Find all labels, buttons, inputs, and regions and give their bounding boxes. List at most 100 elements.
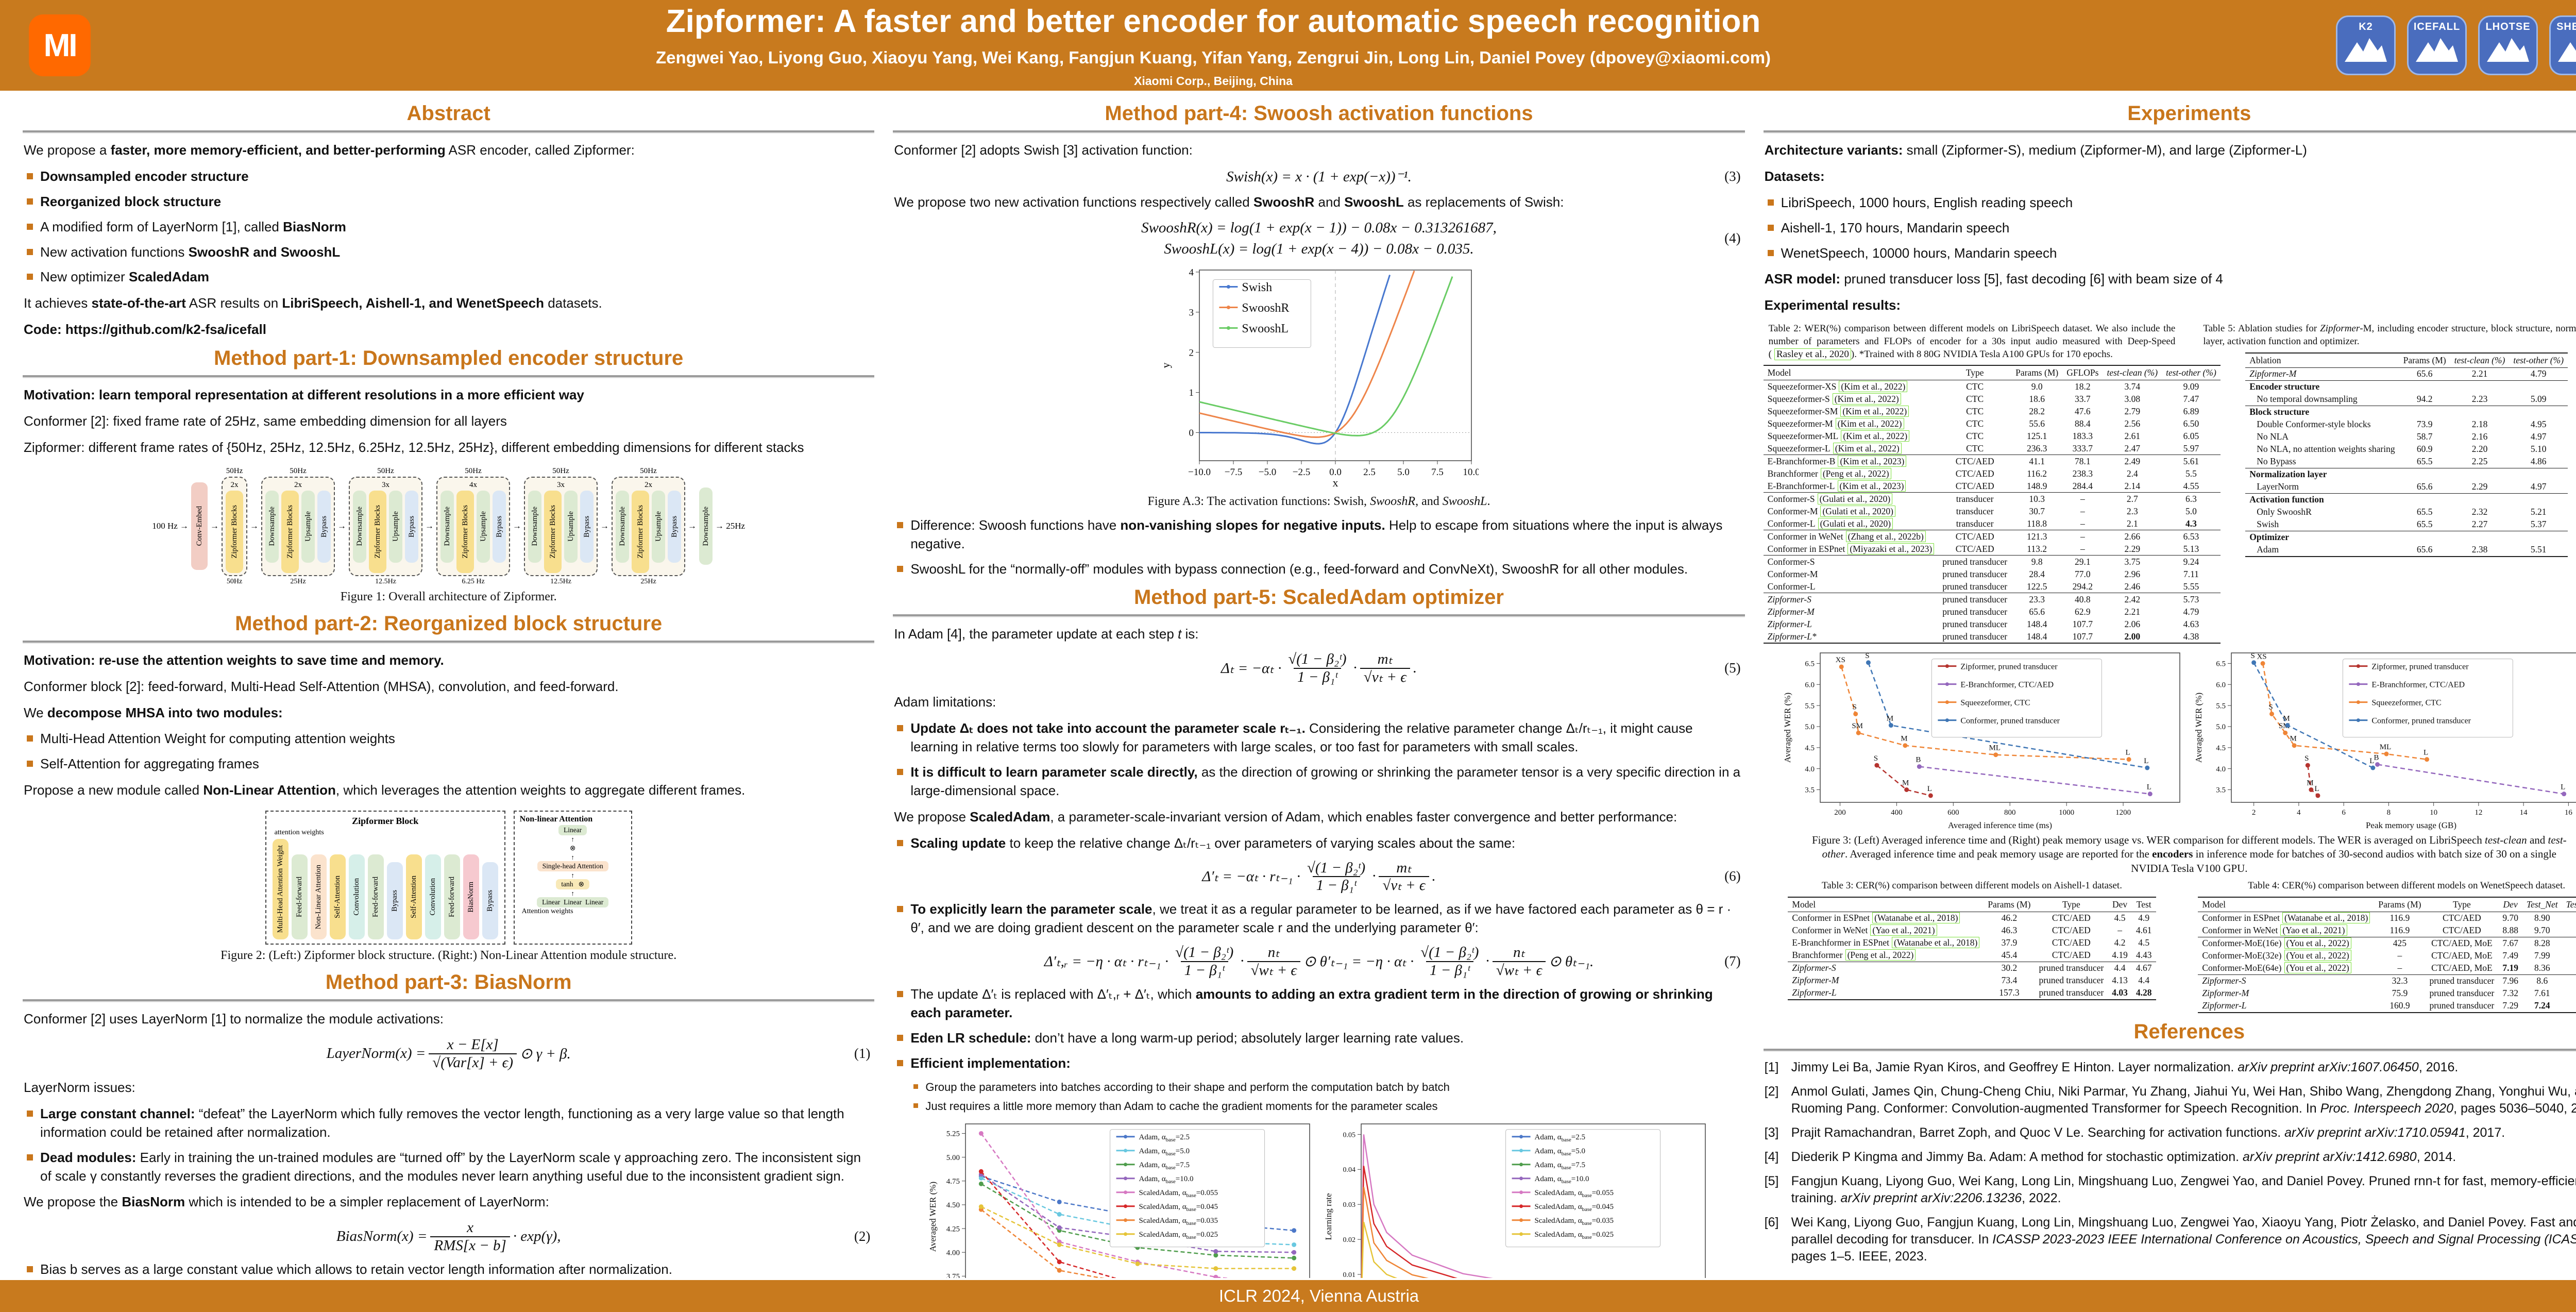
svg-text:0.01: 0.01 — [1343, 1271, 1355, 1278]
citation-link[interactable]: (Gulati et al., 2020) — [1820, 505, 1896, 517]
tables-2-5: Table 2: WER(%) comparison between diffe… — [1763, 323, 2576, 644]
citation-link[interactable]: (Kim et al., 2023) — [1837, 480, 1906, 492]
diagram-block: Zipformer Blocks — [544, 490, 562, 573]
method4-propose: We propose two new activation functions … — [894, 194, 1564, 210]
citation-link[interactable]: (Watanabe et al., 2018) — [1872, 912, 1960, 924]
diagram-block: Bypass — [405, 490, 419, 563]
svg-text:4.0: 4.0 — [2216, 765, 2226, 773]
citation-link[interactable]: Rasley et al., 2020 — [1774, 348, 1851, 360]
svg-text:L: L — [2561, 783, 2565, 792]
section-heading-method1: Method part-1: Downsampled encoder struc… — [214, 347, 684, 369]
table-row: Conformer in ESPnet (Miyazaki et al., 202… — [1767, 543, 2199, 554]
citation-link[interactable]: (Watanabe et al., 2018) — [2282, 912, 2370, 924]
diagram-block: Bypass — [386, 862, 403, 940]
citation-link[interactable]: (Peng et al., 2022) — [1845, 949, 1916, 961]
citation-link[interactable]: (Gulati et al., 2020) — [1817, 493, 1893, 504]
bullet-icon — [897, 565, 904, 572]
svg-text:4.00: 4.00 — [946, 1249, 960, 1257]
bullet-item: Efficient implementation: — [894, 1054, 1743, 1073]
svg-text:5.25: 5.25 — [946, 1130, 960, 1138]
svg-text:L: L — [2370, 757, 2375, 765]
table-row: Zipformer-L pruned transducer 148.4 107.7 2.… — [1767, 618, 2199, 629]
svg-text:Averaged inference time (ms): Averaged inference time (ms) — [1948, 820, 2052, 830]
bullet-icon — [913, 1103, 919, 1108]
svg-text:6.0: 6.0 — [2216, 681, 2226, 689]
table-header-row: Ablation Params (M) test-clean (%) test-oth… — [2245, 352, 2568, 368]
figure-2-caption: Figure 2: (Left:) Zipformer block struct… — [221, 949, 677, 963]
svg-text:Swish: Swish — [1242, 281, 1272, 294]
bullet-icon — [1767, 249, 1774, 256]
citation-link[interactable]: (Kim et al., 2022) — [1841, 430, 1910, 442]
bullet-icon — [27, 198, 33, 205]
table-row: Conformer in WeNet (Yao et al., 2021) 46.3… — [1792, 924, 2152, 936]
divider — [893, 614, 1745, 617]
citation-link[interactable]: (Kim et al., 2022) — [1840, 405, 1909, 417]
svg-text:4.5: 4.5 — [1805, 744, 1815, 752]
table-row: Squeezeformer-ML (Kim et al., 2022) CTC 125… — [1767, 430, 2199, 442]
citation-link[interactable]: (Kim et al., 2022) — [1835, 417, 1904, 429]
svg-text:3.5: 3.5 — [2216, 786, 2226, 795]
table-header-row: Model Params (M) Type Dev Test — [1788, 896, 2156, 912]
bullet-item: Update Δₜ does not take into account the… — [894, 719, 1743, 756]
svg-text:M: M — [2283, 715, 2290, 723]
equation-4: SwooshR(x) = log(1 + exp(x − 1)) − 0.08x… — [1141, 219, 1741, 257]
table-5-caption: Table 5: Ablation studies for Zipformer-… — [2203, 323, 2576, 347]
table-row: Zipformer-L* pruned transducer 148.4 107.7 2… — [1763, 630, 2221, 644]
table-row: Squeezeformer-S (Kim et al., 2022) CTC 18.6… — [1767, 393, 2199, 405]
svg-text:Zipformer, pruned transducer: Zipformer, pruned transducer — [2372, 663, 2469, 671]
bullet-item: Multi-Head Attention Weight for computin… — [24, 730, 873, 748]
diagram-block: Single-head Attention — [537, 861, 608, 872]
svg-text:1200: 1200 — [2115, 809, 2131, 817]
bullet-item: Downsampled encoder structure — [24, 167, 873, 186]
method4-intro: Conformer [2] adopts Swish [3] activatio… — [894, 142, 1193, 158]
citation-link[interactable]: (You et al., 2022) — [2284, 950, 2351, 962]
table-row: Conformer in ESPnet (Watanabe et al., 201… — [2202, 912, 2550, 924]
svg-text:6.5: 6.5 — [2216, 660, 2226, 668]
citation-link[interactable]: (You et al., 2022) — [2284, 962, 2351, 974]
citation-link[interactable]: (Kim et al., 2022) — [1833, 442, 1902, 454]
citation-link[interactable]: (Yao et al., 2021) — [2280, 924, 2347, 936]
citation-link[interactable]: (Peng et al., 2022) — [1820, 467, 1891, 479]
diagram-block: Feed-forward — [291, 854, 308, 940]
poster-authors: Zengwei Yao, Liyong Guo, Xiaoyu Yang, We… — [655, 47, 1771, 67]
table-row: LayerNorm 65.6 2.29 4.97 — [2257, 481, 2547, 492]
citation-link[interactable]: (You et al., 2022) — [2284, 937, 2351, 949]
table-row: Conformer-MoE(64e) (You et al., 2022) – CTC… — [2202, 962, 2550, 974]
bullet-icon — [897, 769, 904, 775]
reference-item: [6] Wei Kang, Liyong Guo, Fangjun Kuang, … — [1764, 1215, 2576, 1264]
table-row: Squeezeformer-M (Kim et al., 2022) CTC 55.6… — [1767, 417, 2199, 429]
method3-issues: LayerNorm issues: — [24, 1080, 135, 1096]
experiments-results-label: Experimental results: — [1764, 297, 1901, 313]
citation-link[interactable]: (Watanabe et al., 2018) — [1891, 937, 1980, 949]
table-header-row: Model Type Params (M) GFLOPs test-clean (%) t… — [1763, 365, 2221, 381]
diagram-block: Bypass — [493, 490, 506, 563]
figure-a2-right-chart: 0200004000060000800001000001200000.000.0… — [1321, 1118, 1713, 1278]
table-row: No temporal downsampling 94.2 2.23 5.09 — [2257, 394, 2547, 404]
citation-link[interactable]: (Miyazaki et al., 2023) — [1848, 543, 1935, 554]
table-row: No NLA 58.7 2.16 4.97 — [2257, 431, 2547, 442]
diagram-block: ⊗ — [565, 843, 581, 854]
xiaomi-logo-text: MI — [43, 27, 78, 63]
svg-text:0.05: 0.05 — [1343, 1132, 1355, 1139]
citation-link[interactable]: (Zhang et al., 2022b) — [1845, 530, 1926, 542]
svg-text:4.5: 4.5 — [2216, 744, 2226, 752]
experiments-dataset-bullets: LibriSpeech, 1000 hours, English reading… — [1764, 194, 2576, 263]
bullet-item: Reorganized block structure — [24, 193, 873, 211]
table-row: Conformer-S (Gulati et al., 2020) transduc… — [1763, 492, 2221, 506]
divider — [1763, 1048, 2576, 1052]
code-link[interactable]: Code: https://github.com/k2-fsa/icefall — [24, 322, 266, 338]
table-row: No NLA, no attention weights sharing 60.9… — [2257, 444, 2547, 454]
citation-link[interactable]: (Gulati et al., 2020) — [1818, 517, 1893, 529]
method3-biasnorm: We propose the BiasNorm which is intende… — [24, 1194, 549, 1210]
bullet-icon — [27, 761, 33, 767]
citation-link[interactable]: (Kim et al., 2023) — [1838, 455, 1907, 467]
citation-link[interactable]: (Kim et al., 2022) — [1839, 380, 1908, 392]
table-row: Conformer-M pruned transducer 28.4 77.0 2.96… — [1767, 568, 2199, 579]
citation-link[interactable]: (Kim et al., 2022) — [1832, 393, 1901, 405]
svg-text:4.25: 4.25 — [946, 1225, 960, 1234]
citation-link[interactable]: (Yao et al., 2021) — [1870, 924, 1937, 936]
